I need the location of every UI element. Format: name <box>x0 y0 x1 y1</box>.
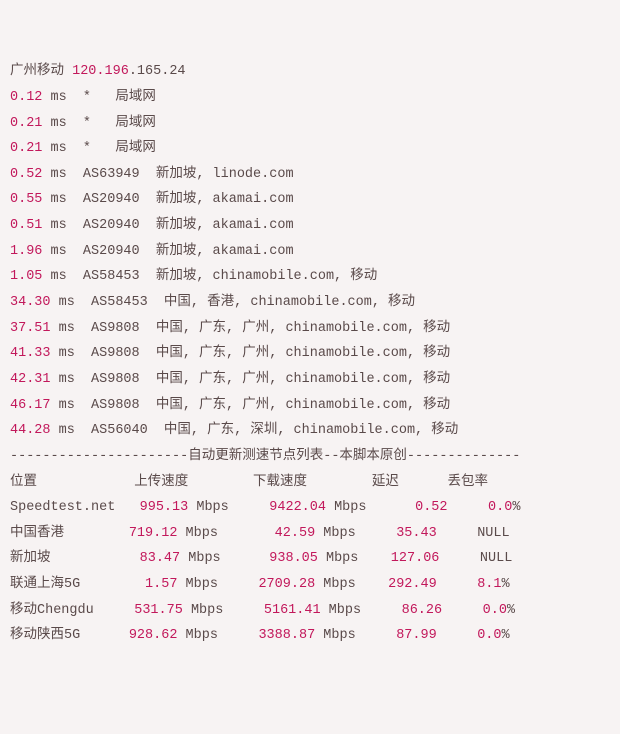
row-lat-1: 35.43 <box>388 526 437 541</box>
hop-rest-10: ms AS9808 中国, 广东, 广州, chinamobile.com, 移… <box>51 346 451 361</box>
row-up-unit-0: Mbps <box>188 500 261 515</box>
hop-ms-9: 37.51 <box>10 321 51 336</box>
hop-ms-2: 0.21 <box>10 141 42 156</box>
hop-ms-1: 0.21 <box>10 116 42 131</box>
th-loc: 位置 <box>10 475 134 490</box>
row-loc-1: 中国香港 <box>10 526 121 541</box>
hop-rest-0: ms * 局域网 <box>42 90 155 105</box>
hop-ms-13: 44.28 <box>10 423 51 438</box>
row-loc-5: 移动陕西5G <box>10 628 121 643</box>
row-loc-0: Speedtest.net <box>10 500 132 515</box>
row-up-unit-4: Mbps <box>183 603 256 618</box>
hop-rest-12: ms AS9808 中国, 广东, 广州, chinamobile.com, 移… <box>51 398 451 413</box>
row-dn-0: 9422.04 <box>261 500 326 515</box>
row-up-unit-3: Mbps <box>177 577 250 592</box>
row-loss-4: 0.0 <box>475 603 507 618</box>
row-loss-2: NULL <box>472 551 513 566</box>
row-dn-2: 938.05 <box>253 551 318 566</box>
row-gap-0 <box>448 500 480 515</box>
row-up-unit-1: Mbps <box>177 526 250 541</box>
row-up-unit-5: Mbps <box>177 628 250 643</box>
divider: ----------------------自动更新测速节点列表--本脚本原创-… <box>10 449 520 464</box>
row-lat-3: 292.49 <box>388 577 437 592</box>
hop-rest-1: ms * 局域网 <box>42 116 155 131</box>
hop-ms-6: 1.96 <box>10 244 42 259</box>
row-up-3: 1.57 <box>121 577 178 592</box>
hop-rest-7: ms AS58453 新加坡, chinamobile.com, 移动 <box>42 269 377 284</box>
row-gap-3 <box>437 577 469 592</box>
hop-ms-10: 41.33 <box>10 346 51 361</box>
terminal-output: 广州移动 120.196.165.24 0.12 ms * 局域网 0.21 m… <box>10 59 610 649</box>
hop-ms-4: 0.55 <box>10 192 42 207</box>
hop-ms-8: 34.30 <box>10 295 51 310</box>
hop-rest-6: ms AS20940 新加坡, akamai.com <box>42 244 293 259</box>
row-lat-5: 87.99 <box>388 628 437 643</box>
trace-header-ip-rest: .165.24 <box>129 64 186 79</box>
row-dn-4: 5161.41 <box>256 603 321 618</box>
hop-ms-12: 46.17 <box>10 398 51 413</box>
th-lat: 延迟 <box>372 475 448 490</box>
hop-ms-3: 0.52 <box>10 167 42 182</box>
hop-ms-5: 0.51 <box>10 218 42 233</box>
row-gap-5 <box>437 628 469 643</box>
row-lat-4: 86.26 <box>394 603 443 618</box>
row-dn-unit-4: Mbps <box>321 603 394 618</box>
row-up-0: 995.13 <box>132 500 189 515</box>
th-loss: 丢包率 <box>447 475 488 490</box>
row-up-1: 719.12 <box>121 526 178 541</box>
hop-rest-5: ms AS20940 新加坡, akamai.com <box>42 218 293 233</box>
hop-rest-8: ms AS58453 中国, 香港, chinamobile.com, 移动 <box>51 295 416 310</box>
hop-rest-3: ms AS63949 新加坡, linode.com <box>42 167 293 182</box>
th-down: 下载速度 <box>253 475 372 490</box>
row-up-2: 83.47 <box>123 551 180 566</box>
hop-ms-11: 42.31 <box>10 372 51 387</box>
row-dn-5: 3388.87 <box>250 628 315 643</box>
row-dn-3: 2709.28 <box>250 577 315 592</box>
row-loc-2: 新加坡 <box>10 551 123 566</box>
row-loss-1: NULL <box>469 526 510 541</box>
row-up-5: 928.62 <box>121 628 178 643</box>
trace-header-ip-accent: 120.196 <box>72 64 129 79</box>
row-loss-unit-3: % <box>502 577 510 592</box>
row-loss-unit-0: % <box>512 500 520 515</box>
row-dn-unit-2: Mbps <box>318 551 391 566</box>
row-lat-0: 0.52 <box>399 500 448 515</box>
row-lat-2: 127.06 <box>391 551 440 566</box>
hop-ms-7: 1.05 <box>10 269 42 284</box>
row-dn-unit-1: Mbps <box>315 526 388 541</box>
trace-header-label: 广州移动 <box>10 64 64 79</box>
hop-rest-4: ms AS20940 新加坡, akamai.com <box>42 192 293 207</box>
row-loc-4: 移动Chengdu <box>10 603 126 618</box>
row-dn-unit-3: Mbps <box>315 577 388 592</box>
row-dn-unit-5: Mbps <box>315 628 388 643</box>
row-gap-2 <box>439 551 471 566</box>
row-gap-1 <box>437 526 469 541</box>
row-loss-0: 0.0 <box>480 500 512 515</box>
hop-ms-0: 0.12 <box>10 90 42 105</box>
row-loss-unit-5: % <box>502 628 510 643</box>
th-up: 上传速度 <box>134 475 253 490</box>
hop-rest-11: ms AS9808 中国, 广东, 广州, chinamobile.com, 移… <box>51 372 451 387</box>
hop-rest-2: ms * 局域网 <box>42 141 155 156</box>
row-loss-5: 0.0 <box>469 628 501 643</box>
row-loss-unit-4: % <box>507 603 515 618</box>
row-dn-unit-0: Mbps <box>326 500 399 515</box>
hop-rest-9: ms AS9808 中国, 广东, 广州, chinamobile.com, 移… <box>51 321 451 336</box>
row-loss-3: 8.1 <box>469 577 501 592</box>
row-up-4: 531.75 <box>126 603 183 618</box>
row-loc-3: 联通上海5G <box>10 577 121 592</box>
row-up-unit-2: Mbps <box>180 551 253 566</box>
hop-rest-13: ms AS56040 中国, 广东, 深圳, chinamobile.com, … <box>51 423 459 438</box>
row-dn-1: 42.59 <box>250 526 315 541</box>
row-gap-4 <box>442 603 474 618</box>
